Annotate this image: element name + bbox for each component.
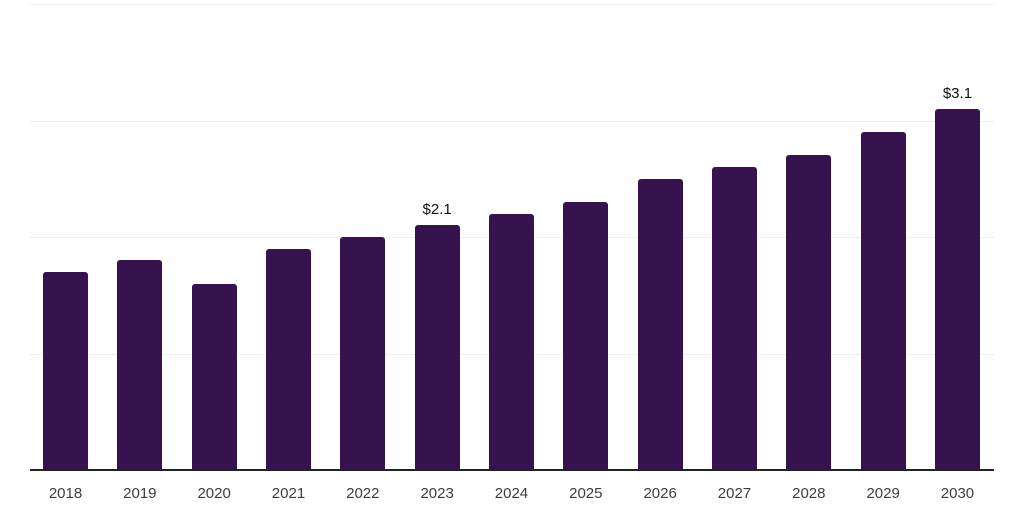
x-tick-label-2030: 2030 bbox=[940, 485, 975, 502]
x-tick-label-2020: 2020 bbox=[197, 485, 231, 502]
x-tick-label-2018: 2018 bbox=[48, 485, 83, 502]
bar-2020 bbox=[191, 283, 237, 470]
bar-2018 bbox=[43, 271, 88, 470]
x-tick-label-2025: 2025 bbox=[569, 485, 603, 502]
x-tick-label-2026: 2026 bbox=[643, 485, 677, 502]
bar-2023 bbox=[414, 225, 460, 470]
plot-area: $2.1 $3.1 bbox=[30, 0, 994, 470]
bar-2028 bbox=[786, 155, 832, 470]
x-tick-label-2019: 2019 bbox=[123, 485, 157, 502]
x-axis-line bbox=[30, 469, 994, 471]
bar-2019 bbox=[117, 260, 163, 470]
x-tick-label-2027: 2027 bbox=[717, 485, 752, 502]
bar-2029 bbox=[860, 132, 906, 470]
bar-2030 bbox=[934, 108, 980, 470]
gridline-3 bbox=[30, 120, 994, 122]
bar-2027 bbox=[711, 167, 757, 470]
x-tick-label-2022: 2022 bbox=[346, 485, 380, 502]
data-label-2030: $3.1 bbox=[942, 84, 973, 102]
gridline-4 bbox=[30, 4, 994, 5]
bar-2026 bbox=[637, 178, 683, 470]
bar-2021 bbox=[265, 248, 311, 470]
x-tick-label-2029: 2029 bbox=[866, 485, 900, 502]
x-axis-labels: 2018 2019 2020 2021 2022 2023 2024 2025 2026 2027… bbox=[0, 485, 1024, 507]
x-tick-label-2021: 2021 bbox=[271, 485, 306, 502]
x-tick-label-2028: 2028 bbox=[792, 485, 826, 502]
data-label-2023: $2.1 bbox=[422, 201, 452, 219]
bar-2022 bbox=[340, 237, 386, 470]
bar-2025 bbox=[563, 202, 609, 470]
bar-2024 bbox=[488, 213, 534, 470]
x-tick-label-2023: 2023 bbox=[420, 485, 454, 502]
x-tick-label-2024: 2024 bbox=[494, 485, 529, 502]
